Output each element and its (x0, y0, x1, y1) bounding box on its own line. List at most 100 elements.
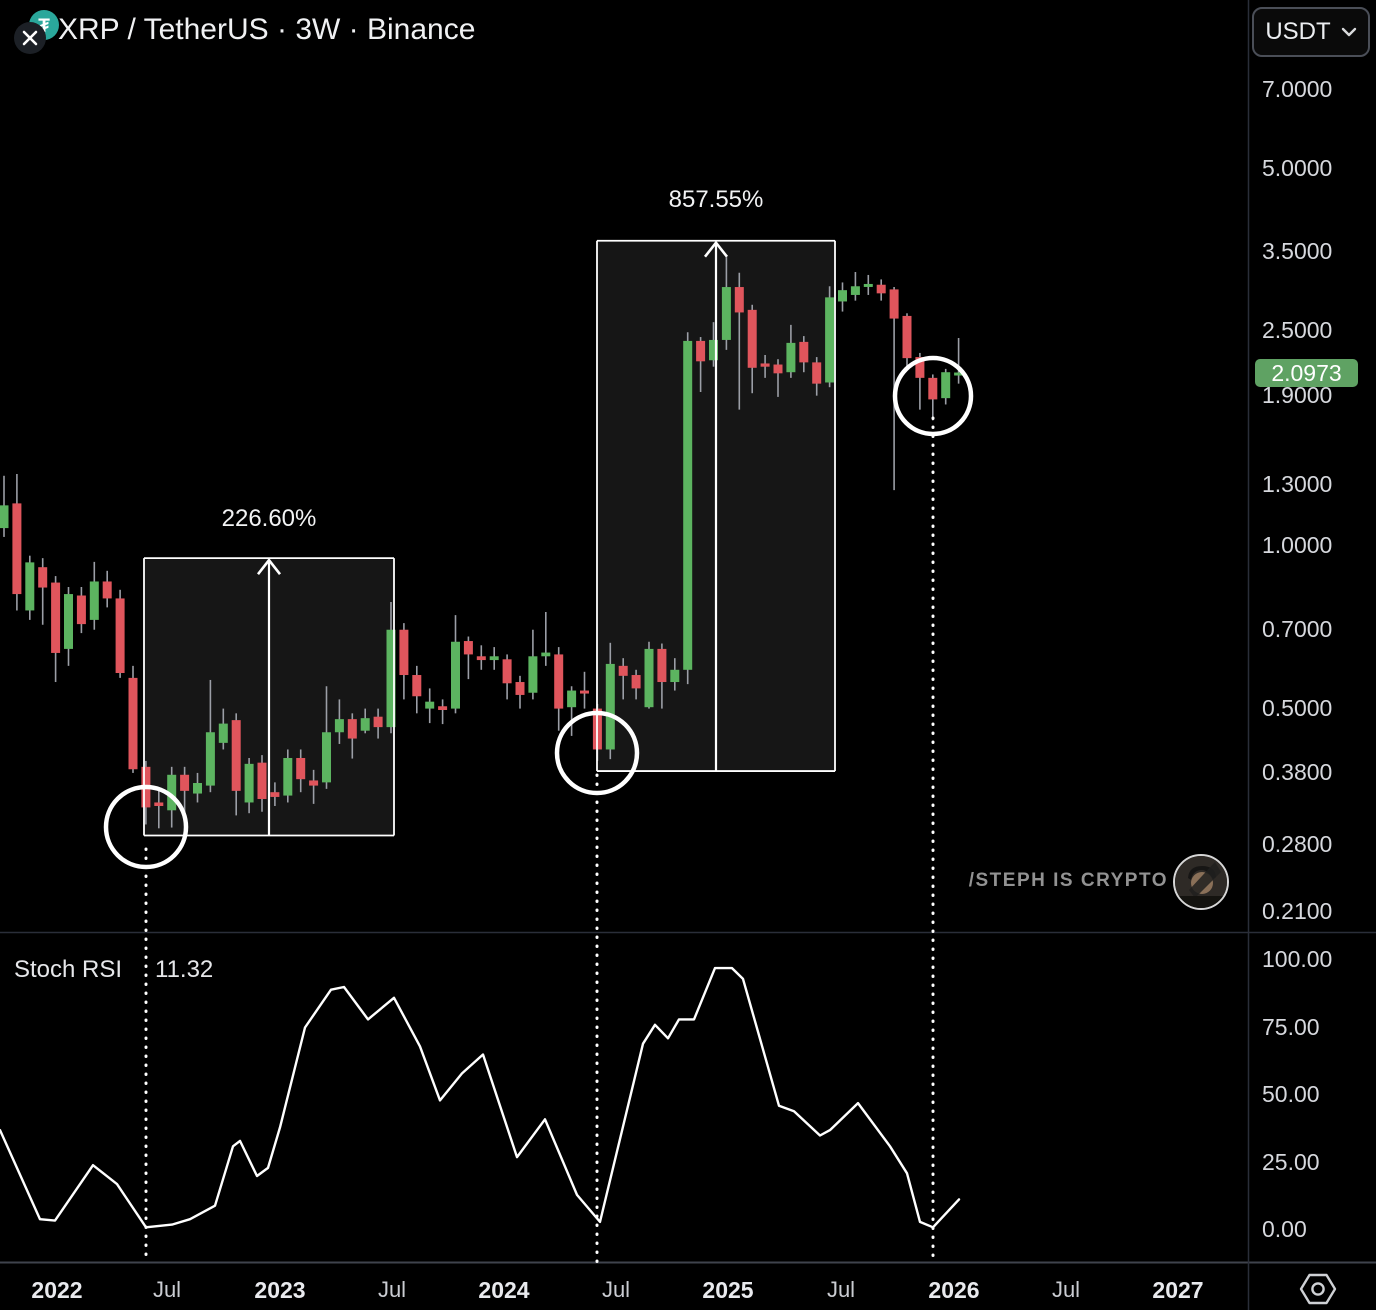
candle-body (334, 719, 344, 733)
candle-body (838, 290, 847, 302)
time-axis-label-2023: 2023 (254, 1277, 306, 1303)
highlight-circle-3[interactable] (892, 355, 974, 437)
candle-body (38, 567, 48, 588)
time-axis-label-2022: 2022 (31, 1277, 83, 1303)
candle-body (64, 594, 73, 649)
price-axis-label: 1.3000 (1262, 470, 1333, 497)
candle-body (799, 341, 809, 363)
candle-body (231, 720, 241, 791)
time-axis-label-2027: 2027 (1152, 1277, 1204, 1303)
candle-body (941, 372, 951, 399)
candle-body (244, 763, 254, 803)
candle-body (102, 581, 112, 599)
candle-body (89, 581, 99, 620)
candle-body (786, 342, 796, 373)
close-icon[interactable] (22, 30, 38, 46)
settings-gear-icon[interactable] (1298, 1272, 1338, 1306)
candle-body (670, 669, 680, 683)
avatar (1173, 854, 1229, 910)
candle-body (812, 362, 822, 384)
candle-body (721, 287, 731, 340)
watermark-text: /STEPH IS CRYPTO (968, 870, 1168, 891)
stoch-rsi-line (0, 966, 961, 1229)
candle-body (425, 701, 435, 709)
price-axis-label: 0.2100 (1262, 897, 1333, 924)
candle-body (902, 315, 912, 359)
candle-body (257, 762, 267, 799)
candle-body (115, 598, 125, 673)
pair-logo: ₮ (14, 10, 59, 54)
candle-body (696, 340, 706, 362)
candle-body (876, 284, 886, 294)
indicator-axis-label: 100.00 (1262, 946, 1333, 972)
indicator-value: 11.32 (155, 956, 214, 983)
candle-body (12, 503, 22, 595)
candle-body (205, 732, 215, 786)
currency-dropdown[interactable]: USDT (1252, 7, 1370, 57)
price-axis-label: 0.7000 (1262, 615, 1333, 642)
price-axis-label: 1.0000 (1262, 532, 1333, 559)
indicator-axis-label: 50.00 (1262, 1081, 1320, 1107)
candle-body (709, 339, 718, 361)
price-axis-label: 2.5000 (1262, 317, 1333, 344)
price-axis-label: 0.3800 (1262, 758, 1333, 785)
currency-label: USDT (1265, 18, 1331, 45)
highlight-circle-1[interactable] (103, 784, 189, 870)
candle-body (631, 675, 641, 689)
measure-box-label-1[interactable]: 226.60% (221, 505, 317, 532)
candle-body (502, 659, 512, 684)
price-axis-label: 5.0000 (1262, 154, 1333, 181)
measure-arrow-up-icon (256, 558, 282, 575)
indicator-name[interactable]: Stoch RSI (14, 956, 123, 983)
candle-body (218, 723, 228, 743)
candle-body (451, 641, 460, 709)
candle-body (773, 364, 783, 374)
candle-body (644, 648, 654, 708)
indicator-axis-label: 75.00 (1262, 1013, 1320, 1040)
candle-body (373, 716, 383, 728)
candle-body (283, 757, 293, 796)
candle-body (76, 595, 86, 625)
price-axis-label: 0.2800 (1262, 830, 1333, 857)
candle-body (580, 690, 589, 694)
candle-body (309, 780, 319, 786)
candle-body (889, 289, 899, 319)
price-axis-label: 0.5000 (1262, 694, 1333, 721)
indicator-axis-label: 0.00 (1262, 1216, 1307, 1242)
candle-body (657, 648, 667, 683)
time-axis-label-jul: Jul (826, 1277, 856, 1302)
candle-body (386, 629, 396, 728)
chevron-down-icon (1341, 27, 1356, 37)
price-axis-label: 3.5000 (1262, 238, 1333, 265)
candle-body (541, 652, 551, 657)
candle-body (554, 654, 564, 709)
time-axis-label-2026: 2026 (928, 1277, 980, 1303)
candle-body (167, 774, 177, 811)
candle-body (25, 562, 35, 611)
measure-box-2[interactable] (596, 239, 836, 772)
indicator-axis-label: 25.00 (1262, 1148, 1320, 1175)
candle-body (515, 682, 525, 695)
candle-body (760, 363, 770, 367)
time-axis-label-jul: Jul (1051, 1277, 1081, 1302)
candle-body (154, 802, 164, 806)
candle-body (347, 719, 357, 739)
candle-body (360, 718, 370, 731)
candle-body (463, 641, 473, 655)
candle-body (863, 283, 873, 287)
candle-body (618, 665, 628, 676)
measure-box-label-2[interactable]: 857.55% (668, 186, 764, 213)
candle-body (489, 656, 499, 661)
candle-body (928, 377, 938, 400)
candle-body (399, 629, 409, 676)
candle-body (528, 656, 538, 693)
last-price-badge[interactable]: 2.0973 (1255, 359, 1358, 387)
candle-body (850, 286, 860, 295)
highlight-circle-2[interactable] (554, 710, 640, 796)
candle-body (412, 675, 422, 697)
candle-body (180, 774, 190, 791)
candle-body (322, 732, 331, 783)
chart-title: XRP / TetherUS · 3W · Binance (58, 13, 476, 46)
